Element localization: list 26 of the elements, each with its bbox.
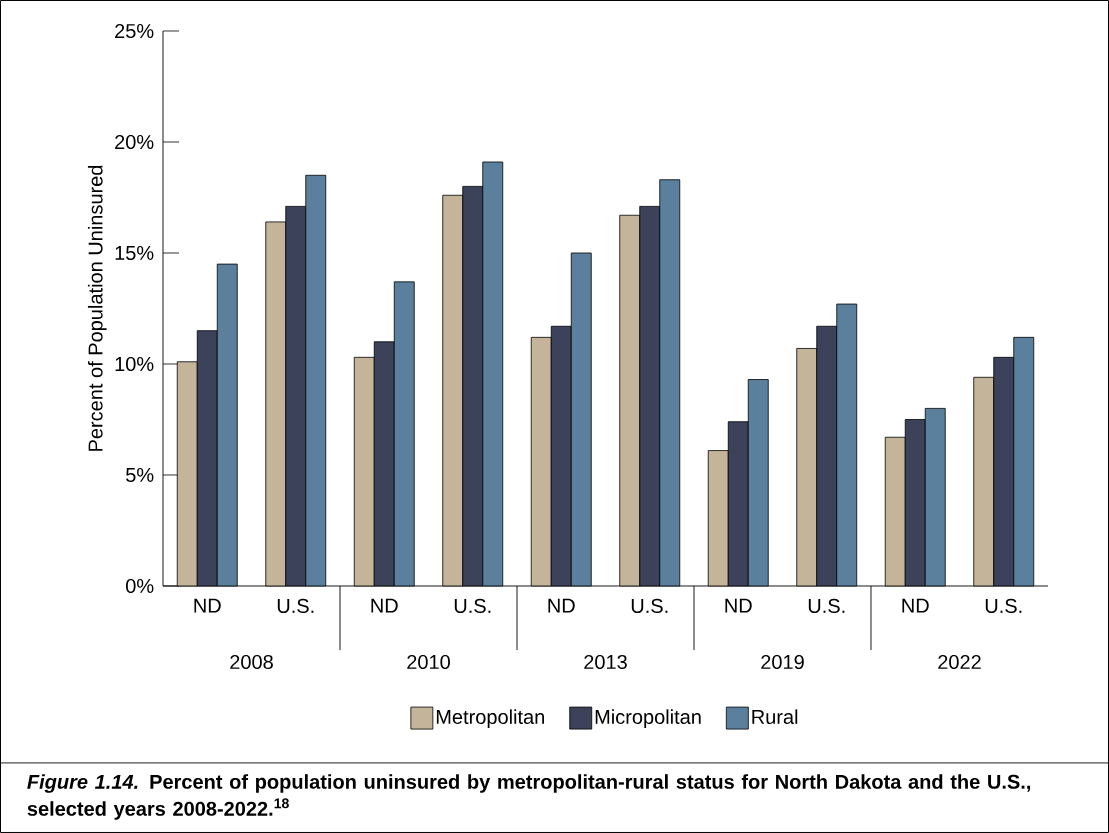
legend-label: Rural bbox=[752, 709, 798, 725]
text: 2022 bbox=[938, 654, 981, 670]
x-tick-label: U.S. bbox=[277, 598, 314, 614]
text: Figure 1.14. Percent of population uninsured by metropolitan-rural status for North Dakota and the U.S., selected years 2008-2022.$^{18}$ bbox=[27, 774, 1031, 820]
y-tick-label: 15% bbox=[115, 245, 154, 261]
y-tick-label: 5% bbox=[126, 467, 154, 483]
x-tick-label: U.S. bbox=[454, 598, 491, 614]
y-tick-label: 0% bbox=[126, 578, 154, 594]
y-tick-label: 25% bbox=[115, 23, 154, 39]
y-tick-label: 10% bbox=[115, 356, 154, 372]
x-tick-label: ND bbox=[371, 598, 398, 613]
x-tick-label: ND bbox=[902, 598, 929, 613]
x-tick-label: ND bbox=[548, 598, 575, 613]
text: 2019 bbox=[761, 654, 804, 670]
x-tick-label: U.S. bbox=[985, 598, 1022, 614]
y-axis-title: Percent of Population Uninsured bbox=[87, 165, 107, 451]
x-tick-label: U.S. bbox=[808, 598, 845, 614]
legend-label: Metropolitan bbox=[436, 709, 544, 728]
text: 2010 bbox=[407, 654, 450, 670]
x-tick-label: ND bbox=[725, 598, 752, 613]
y-tick-label: 20% bbox=[115, 134, 154, 150]
text: 2013 bbox=[584, 654, 627, 670]
x-tick-label: ND bbox=[194, 598, 221, 613]
text: 2008 bbox=[230, 654, 273, 670]
legend-label: Micropolitan bbox=[595, 709, 701, 728]
x-tick-label: U.S. bbox=[631, 598, 668, 614]
